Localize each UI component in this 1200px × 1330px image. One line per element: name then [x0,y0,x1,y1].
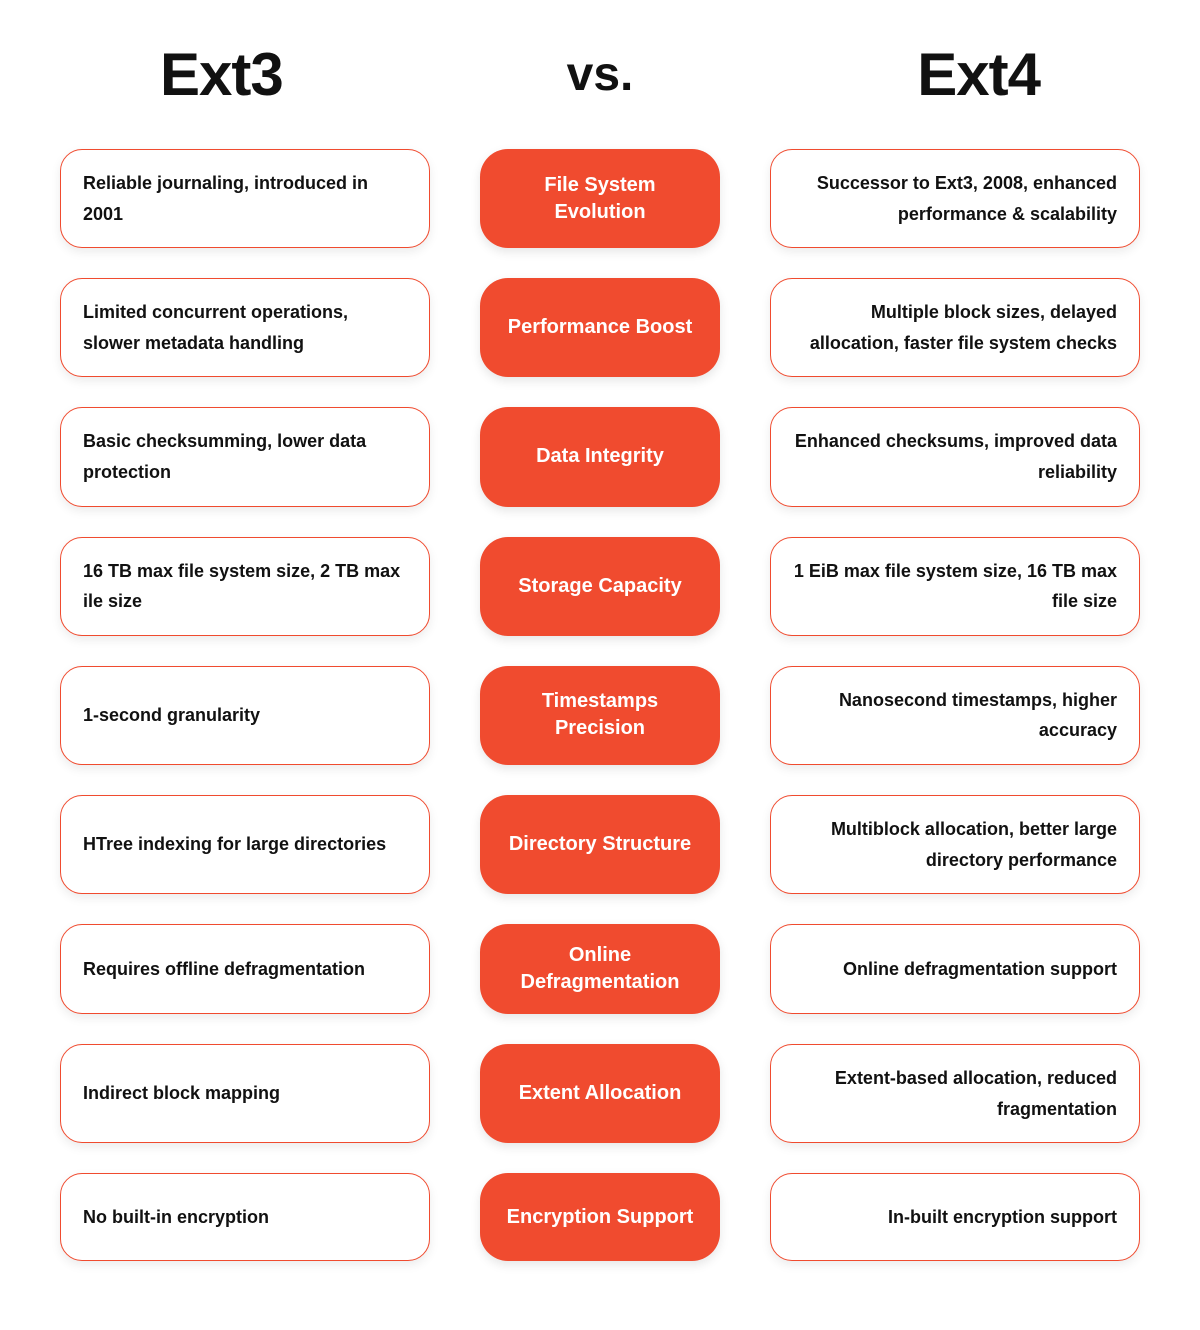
category-label: File System Evolution [506,172,694,226]
comparison-row: Requires offline defragmentation Online D… [60,924,1140,1014]
ext4-cell: Nanosecond timestamps, higher accuracy [770,666,1140,765]
category-label: Performance Boost [508,314,693,341]
ext3-cell: Indirect block mapping [60,1044,430,1143]
ext4-cell: Enhanced checksums, improved data reliab… [770,407,1140,506]
ext4-cell: Online defragmentation support [770,924,1140,1014]
ext3-text: 16 TB max file system size, 2 TB max ile… [83,556,407,617]
comparison-row: Indirect block mapping Extent Allocation E… [60,1044,1140,1143]
ext4-text: Online defragmentation support [843,954,1117,985]
ext4-cell: Multiple block sizes, delayed allocation… [770,278,1140,377]
ext3-text: Requires offline defragmentation [83,954,365,985]
category-cell: Storage Capacity [480,537,720,636]
ext4-text: 1 EiB max file system size, 16 TB max fi… [793,556,1117,617]
ext4-text: Multiple block sizes, delayed allocation… [793,297,1117,358]
ext3-text: Indirect block mapping [83,1078,280,1109]
ext3-cell: Requires offline defragmentation [60,924,430,1014]
ext4-text: Nanosecond timestamps, higher accuracy [793,685,1117,746]
ext3-cell: HTree indexing for large directories [60,795,430,894]
ext4-cell: Extent-based allocation, reduced fragmen… [770,1044,1140,1143]
category-label: Directory Structure [509,831,691,858]
ext3-cell: Reliable journaling, introduced in 2001 [60,149,430,248]
ext3-text: Reliable journaling, introduced in 2001 [83,168,407,229]
comparison-header: Ext3 vs. Ext4 [60,40,1140,109]
category-cell: Directory Structure [480,795,720,894]
ext4-text: Extent-based allocation, reduced fragmen… [793,1063,1117,1124]
ext3-cell: 1-second granularity [60,666,430,765]
comparison-row: Limited concurrent operations, slower me… [60,278,1140,377]
ext3-cell: 16 TB max file system size, 2 TB max ile… [60,537,430,636]
ext3-text: HTree indexing for large directories [83,829,386,860]
ext3-cell: Basic checksumming, lower data protectio… [60,407,430,506]
category-cell: Performance Boost [480,278,720,377]
category-label: Storage Capacity [518,573,681,600]
header-left-title: Ext3 [160,40,283,109]
comparison-rows: Reliable journaling, introduced in 2001 F… [60,149,1140,1261]
ext4-cell: In-built encryption support [770,1173,1140,1261]
comparison-row: No built-in encryption Encryption Support… [60,1173,1140,1261]
ext4-cell: 1 EiB max file system size, 16 TB max fi… [770,537,1140,636]
ext3-cell: No built-in encryption [60,1173,430,1261]
comparison-row: Reliable journaling, introduced in 2001 F… [60,149,1140,248]
category-cell: Online Defragmentation [480,924,720,1014]
category-cell: Data Integrity [480,407,720,506]
category-cell: Encryption Support [480,1173,720,1261]
ext3-text: 1-second granularity [83,700,260,731]
ext3-text: No built-in encryption [83,1202,269,1233]
ext4-text: Enhanced checksums, improved data reliab… [793,426,1117,487]
category-label: Extent Allocation [519,1080,682,1107]
category-cell: File System Evolution [480,149,720,248]
ext4-cell: Successor to Ext3, 2008, enhanced perfor… [770,149,1140,248]
ext4-cell: Multiblock allocation, better large dire… [770,795,1140,894]
header-vs-label: vs. [567,47,634,102]
comparison-row: 1-second granularity Timestamps Precision… [60,666,1140,765]
comparison-row: 16 TB max file system size, 2 TB max ile… [60,537,1140,636]
ext4-text: Multiblock allocation, better large dire… [793,814,1117,875]
category-cell: Timestamps Precision [480,666,720,765]
header-right-title: Ext4 [917,40,1040,109]
comparison-row: HTree indexing for large directories Dire… [60,795,1140,894]
ext3-text: Limited concurrent operations, slower me… [83,297,407,358]
ext3-cell: Limited concurrent operations, slower me… [60,278,430,377]
category-label: Online Defragmentation [506,942,694,996]
ext4-text: In-built encryption support [888,1202,1117,1233]
comparison-row: Basic checksumming, lower data protectio… [60,407,1140,506]
category-cell: Extent Allocation [480,1044,720,1143]
category-label: Timestamps Precision [506,688,694,742]
category-label: Data Integrity [536,443,664,470]
category-label: Encryption Support [507,1204,694,1231]
ext4-text: Successor to Ext3, 2008, enhanced perfor… [793,168,1117,229]
ext3-text: Basic checksumming, lower data protectio… [83,426,407,487]
